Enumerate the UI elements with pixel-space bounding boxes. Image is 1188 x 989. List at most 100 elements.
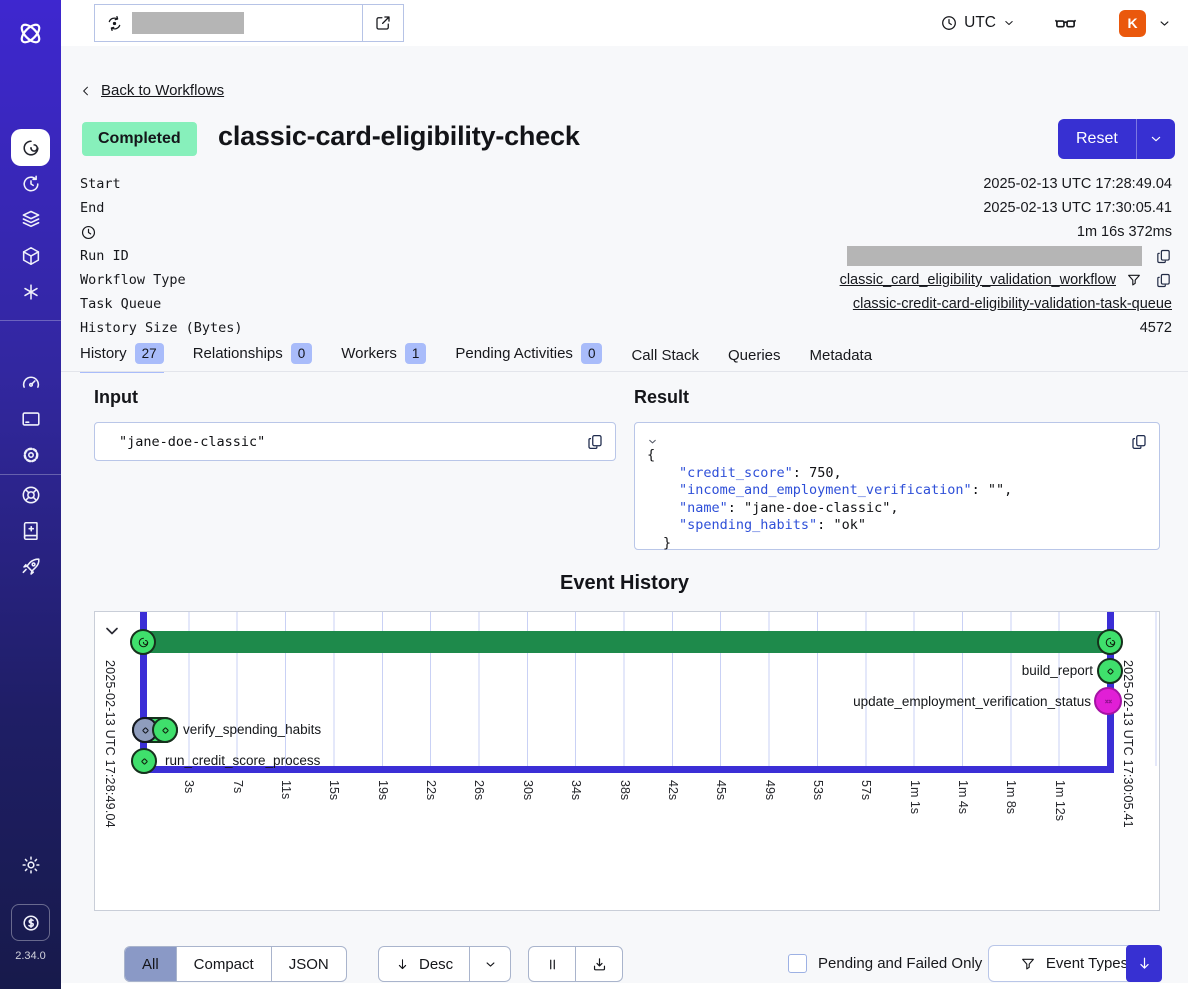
detail-value: classic_card_eligibility_validation_work… (840, 272, 1172, 289)
event-node-build-report[interactable] (1097, 658, 1123, 684)
tab-label: Workers (341, 345, 397, 362)
json-key: "spending_habits" (679, 517, 818, 533)
x-tick: 1m 8s (1004, 780, 1018, 815)
detail-label: Task Queue (80, 296, 162, 312)
event-node-update-employment-verification-status[interactable] (1094, 687, 1122, 715)
x-tick: 7s (231, 780, 245, 794)
divider (1135, 119, 1137, 159)
tab-label: Call Stack (631, 347, 699, 364)
json-brace: { (647, 447, 656, 463)
sidebar-item-batch-operations[interactable] (11, 200, 50, 237)
sidebar-item-nexus[interactable] (11, 273, 50, 310)
tab-metadata[interactable]: Metadata (810, 347, 873, 373)
workflow-spiral-icon (1105, 637, 1115, 647)
divider (362, 5, 363, 41)
run-id-redacted (847, 246, 1142, 266)
sidebar-item-deployments[interactable] (11, 237, 50, 274)
namespace-selector[interactable] (94, 4, 404, 42)
detail-value (847, 246, 1172, 266)
workflow-type-link[interactable]: classic_card_eligibility_validation_work… (839, 272, 1116, 288)
event-node-run-credit-score-process[interactable] (131, 748, 157, 774)
pending-failed-checkbox[interactable] (788, 954, 807, 973)
event-node-verify-spending-habits[interactable] (152, 717, 178, 743)
tab-call-stack[interactable]: Call Stack (631, 347, 699, 373)
workflow-end-node[interactable] (1097, 629, 1123, 655)
detail-row-workflow-type: Workflow Type classic_card_eligibility_v… (80, 268, 1172, 292)
workflow-start-node[interactable] (130, 629, 156, 655)
tab-relationships[interactable]: Relationships 0 (193, 343, 313, 373)
sort-menu-button[interactable] (470, 947, 510, 981)
json-key: "name" (679, 499, 728, 516)
account-menu-chevron-icon[interactable] (1157, 16, 1172, 31)
timeline-end-label: 2025-02-13 UTC 17:30:05.41 (1121, 660, 1135, 828)
tab-count-badge: 0 (290, 343, 313, 364)
event-history-timeline: 2025-02-13 UTC 17:28:49.04 2025-02-13 UT… (94, 611, 1161, 911)
timezone-selector[interactable]: UTC (940, 14, 1016, 32)
sidebar-item-settings[interactable] (11, 436, 50, 473)
input-panel: "jane-doe-classic" (94, 422, 616, 461)
copy-icon[interactable] (1130, 433, 1148, 451)
input-title: Input (94, 387, 138, 407)
x-tick: 1m 1s (908, 780, 922, 815)
tab-queries[interactable]: Queries (728, 347, 781, 373)
sidebar-item-billing[interactable] (11, 904, 50, 941)
x-tick: 1m 4s (956, 780, 970, 815)
json-value: 750, (809, 464, 842, 481)
view-all-button[interactable]: All (125, 947, 176, 981)
back-to-workflows-link[interactable]: Back to Workflows (79, 82, 224, 99)
task-queue-link[interactable]: classic-credit-card-eligibility-validati… (852, 296, 1172, 312)
detail-value: 2025-02-13 UTC 17:28:49.04 (983, 176, 1172, 192)
open-namespace-button[interactable] (363, 5, 403, 41)
view-json-button[interactable]: JSON (288, 955, 329, 973)
x-tick: 22s (424, 780, 438, 801)
sidebar-item-support[interactable] (11, 476, 50, 513)
detail-value: classic-credit-card-eligibility-validati… (853, 296, 1172, 312)
sidebar-item-getting-started[interactable] (11, 548, 50, 585)
workflow-execution-span[interactable] (143, 631, 1111, 653)
sidebar-item-schedules[interactable] (11, 165, 50, 202)
sidebar-item-namespaces[interactable] (11, 400, 50, 437)
sidebar-item-usage[interactable] (11, 364, 50, 401)
labs-glasses-icon[interactable] (1054, 12, 1077, 35)
tab-pending-activities[interactable]: Pending Activities 0 (455, 343, 603, 373)
x-tick: 42s (666, 780, 680, 801)
copy-icon[interactable] (1155, 272, 1172, 289)
sidebar-divider (0, 474, 61, 475)
pause-icon (549, 959, 555, 969)
json-sep: : (727, 499, 745, 516)
theme-toggle-sun-icon[interactable] (11, 846, 50, 883)
marker-icon (1104, 699, 1112, 703)
copy-icon[interactable] (1155, 248, 1172, 265)
sort-label: Desc (419, 955, 454, 973)
back-link-label: Back to Workflows (101, 82, 225, 99)
tab-bar: History 27 Relationships 0 Workers 1 Pen… (80, 343, 872, 373)
timeline-collapse-chevron-icon[interactable] (102, 621, 122, 641)
topbar-right: UTC K (940, 0, 1172, 46)
timeline-bottom-axis (140, 766, 1114, 773)
pause-button[interactable] (529, 947, 575, 981)
temporal-logo-icon[interactable] (15, 18, 46, 49)
avatar[interactable]: K (1119, 9, 1146, 37)
x-tick: 45s (714, 780, 728, 801)
filter-icon[interactable] (1126, 272, 1142, 288)
scroll-to-bottom-button[interactable] (1126, 945, 1162, 982)
sidebar-item-workflows[interactable] (11, 129, 50, 166)
json-brace: } (663, 534, 672, 551)
tab-count-badge: 1 (404, 343, 427, 364)
result-json: { "credit_score": 750, "income_and_emplo… (647, 436, 1012, 552)
reset-menu-button[interactable] (1137, 119, 1175, 159)
reset-button[interactable]: Reset (1076, 130, 1118, 147)
view-compact-button[interactable]: Compact (193, 955, 254, 973)
x-tick: 11s (279, 780, 293, 800)
collapse-chevron-icon[interactable] (647, 436, 658, 447)
tab-workers[interactable]: Workers 1 (341, 343, 427, 373)
tab-history[interactable]: History 27 (80, 343, 164, 373)
workflow-details: Start 2025-02-13 UTC 17:28:49.04 End 202… (80, 172, 1172, 340)
sidebar-item-docs[interactable] (11, 512, 50, 549)
sort-desc-button[interactable]: Desc (379, 947, 469, 981)
copy-icon[interactable] (586, 433, 604, 451)
json-sep: : (792, 464, 810, 481)
detail-row-run-id: Run ID (80, 244, 1172, 268)
json-line: "spending_habits": "ok" (647, 517, 1012, 535)
download-button[interactable] (576, 947, 622, 981)
